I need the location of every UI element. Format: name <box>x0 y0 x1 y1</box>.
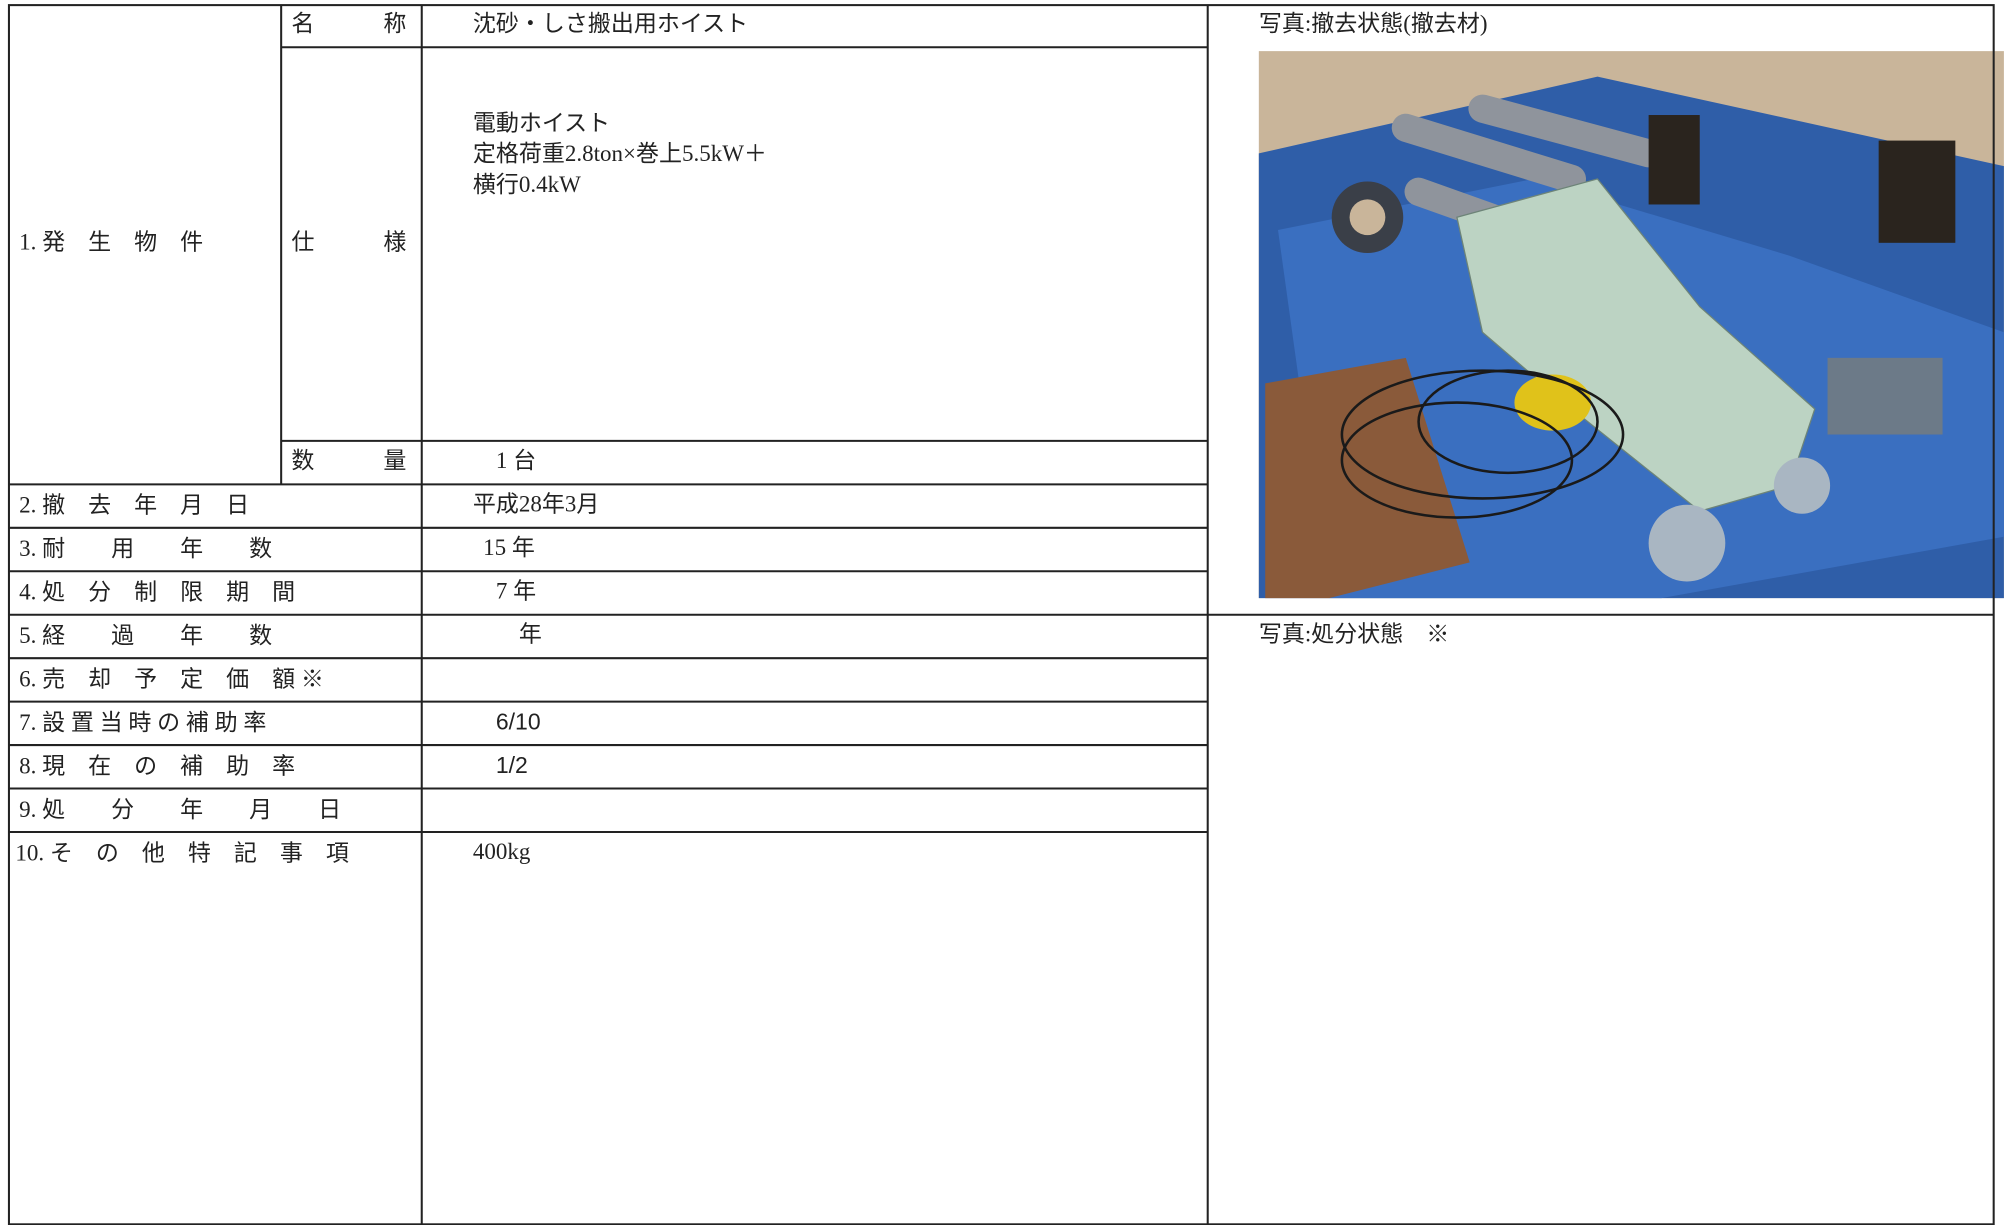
field-value: 横行0.4kW <box>473 172 581 197</box>
photo <box>1258 51 2004 599</box>
field-label: 数 量 <box>291 448 406 473</box>
field-value: 電動ホイスト <box>473 111 610 136</box>
row-value: 400kg <box>473 839 531 864</box>
photo-caption: 写真:処分状態 ※ <box>1259 622 1449 647</box>
field-label: 名 称 <box>291 11 406 36</box>
field-value: 1 台 <box>496 448 536 473</box>
row-label: 6. 売 却 予 定 価 額 ※ <box>19 666 324 691</box>
row-label: 7. 設 置 当 時 の 補 助 率 <box>19 710 266 735</box>
row-label: 8. 現 在 の 補 助 率 <box>19 753 295 778</box>
row-value: 15 年 <box>483 535 535 560</box>
row-value: 年 <box>519 622 542 647</box>
item-label: 1. 発 生 物 件 <box>19 229 203 254</box>
row-label: 3. 耐 用 年 数 <box>19 536 272 561</box>
row-value: 7 年 <box>496 578 536 603</box>
row-label: 4. 処 分 制 限 期 間 <box>19 580 295 605</box>
row-label: 2. 撤 去 年 月 日 <box>19 493 249 518</box>
row-label: 10. そ の 他 特 記 事 項 <box>15 840 349 865</box>
row-value: 平成28年3月 <box>473 491 600 516</box>
row-value: 1/2 <box>496 752 528 778</box>
field-value: 沈砂・しさ搬出用ホイスト <box>473 11 748 36</box>
field-label: 仕 様 <box>291 229 406 254</box>
photo-caption: 写真:撤去状態(撤去材) <box>1259 11 1488 36</box>
row-value: 6/10 <box>496 708 541 734</box>
row-label: 5. 経 過 年 数 <box>19 623 272 648</box>
field-value: 定格荷重2.8ton×巻上5.5kW＋ <box>473 141 767 166</box>
row-label: 9. 処 分 年 月 日 <box>19 797 341 822</box>
